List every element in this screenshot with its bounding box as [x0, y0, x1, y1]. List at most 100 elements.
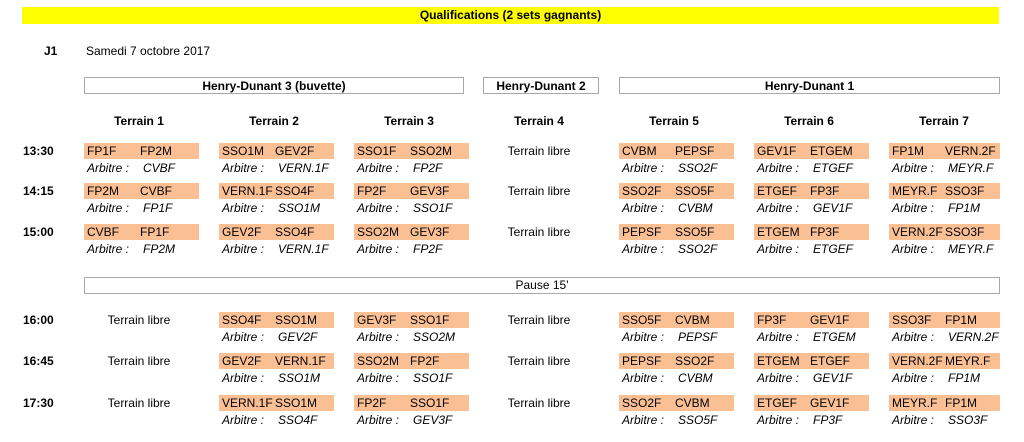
team-a: VERN.2F: [892, 354, 943, 368]
referee-team: VERN.1F: [278, 161, 329, 175]
team-b: SSO1F: [410, 313, 450, 327]
referee-label: Arbitre :: [222, 413, 265, 427]
match-teams: FP1M VERN.2F: [889, 143, 1000, 159]
team-b: FP1F: [140, 225, 170, 239]
referee-team: ETGEM: [813, 330, 856, 344]
team-b: GEV1F: [810, 396, 850, 410]
referee-team: SSO1F: [413, 201, 453, 215]
team-a: FP1F: [87, 144, 117, 158]
venue-henry-dunant-1: Henry-Dunant 1: [619, 77, 1000, 94]
match-teams: ETGEF FP3F: [754, 183, 869, 199]
free-court: Terrain libre: [107, 396, 171, 410]
team-b: FP2M: [140, 144, 173, 158]
referee-team: FP3F: [813, 413, 843, 427]
match-teams: PEPSF SSO5F: [619, 224, 734, 240]
match-teams: FP1F FP2M: [84, 143, 199, 159]
match-teams: GEV2F VERN.1F: [219, 353, 334, 369]
referee-label: Arbitre :: [87, 242, 130, 256]
time-label: 15:00: [23, 225, 54, 239]
referee-label: Arbitre :: [892, 242, 935, 256]
team-b: GEV1F: [810, 313, 850, 327]
team-b: PEPSF: [675, 144, 715, 158]
referee-label: Arbitre :: [357, 161, 400, 175]
team-b: GEV2F: [275, 144, 315, 158]
referee-team: GEV3F: [413, 413, 453, 427]
referee-label: Arbitre :: [357, 201, 400, 215]
team-b: ETGEM: [810, 144, 853, 158]
match-teams: SSO3F FP1M: [889, 312, 1000, 328]
team-a: PEPSF: [622, 225, 662, 239]
referee-label: Arbitre :: [757, 242, 800, 256]
team-b: FP1M: [945, 313, 978, 327]
team-a: MEYR.F: [892, 396, 938, 410]
team-a: VERN.1F: [222, 396, 273, 410]
venue-henry-dunant-3: Henry-Dunant 3 (buvette): [84, 77, 464, 94]
team-a: FP2M: [87, 184, 120, 198]
team-b: SSO1F: [410, 396, 450, 410]
match-teams: CVBF FP1F: [84, 224, 199, 240]
team-a: VERN.2F: [892, 225, 943, 239]
match-teams: MEYR.F FP1M: [889, 395, 1000, 411]
referee-label: Arbitre :: [87, 161, 130, 175]
referee-label: Arbitre :: [222, 201, 265, 215]
free-court: Terrain libre: [107, 354, 171, 368]
referee-team: PEPSF: [678, 330, 718, 344]
match-teams: SSO2F CVBM: [619, 395, 734, 411]
court-header-7: Terrain 7: [919, 114, 969, 128]
court-header-1: Terrain 1: [114, 114, 164, 128]
time-label: 17:30: [23, 396, 54, 410]
referee-team: GEV2F: [278, 330, 318, 344]
referee-label: Arbitre :: [892, 371, 935, 385]
match-teams: ETGEF GEV1F: [754, 395, 869, 411]
team-b: CVBF: [140, 184, 173, 198]
referee-team: FP1M: [948, 201, 981, 215]
referee-team: FP2M: [143, 242, 176, 256]
team-b: SSO3F: [945, 184, 985, 198]
free-court: Terrain libre: [107, 313, 171, 327]
referee-label: Arbitre :: [892, 330, 935, 344]
match-teams: SSO1F SSO2M: [354, 143, 469, 159]
referee-team: FP1F: [143, 201, 173, 215]
court-header-6: Terrain 6: [784, 114, 834, 128]
match-teams: FP3F GEV1F: [754, 312, 869, 328]
team-b: MEYR.F: [945, 354, 991, 368]
referee-label: Arbitre :: [622, 201, 665, 215]
team-a: ETGEM: [757, 354, 800, 368]
referee-label: Arbitre :: [357, 330, 400, 344]
team-a: MEYR.F: [892, 184, 938, 198]
team-a: PEPSF: [622, 354, 662, 368]
court-header-2: Terrain 2: [249, 114, 299, 128]
time-label: 14:15: [23, 184, 54, 198]
match-teams: GEV2F SSO4F: [219, 224, 334, 240]
schedule-date: Samedi 7 octobre 2017: [86, 44, 211, 58]
referee-label: Arbitre :: [222, 371, 265, 385]
match-teams: VERN.2F MEYR.F: [889, 353, 1000, 369]
free-court: Terrain libre: [507, 354, 571, 368]
team-b: SSO2M: [410, 144, 453, 158]
team-b: FP3F: [810, 184, 840, 198]
referee-team: SSO3F: [948, 413, 988, 427]
referee-label: Arbitre :: [892, 413, 935, 427]
team-a: SSO2M: [357, 225, 400, 239]
referee-label: Arbitre :: [222, 161, 265, 175]
referee-team: CVBM: [678, 371, 713, 385]
referee-label: Arbitre :: [622, 413, 665, 427]
referee-label: Arbitre :: [757, 201, 800, 215]
referee-team: SSO1M: [278, 371, 321, 385]
match-teams: VERN.1F SSO4F: [219, 183, 334, 199]
referee-label: Arbitre :: [622, 330, 665, 344]
match-teams: SSO1M GEV2F: [219, 143, 334, 159]
team-b: SSO5F: [675, 184, 715, 198]
court-header-5: Terrain 5: [649, 114, 699, 128]
match-teams: CVBM PEPSF: [619, 143, 734, 159]
referee-label: Arbitre :: [222, 330, 265, 344]
referee-team: CVBM: [678, 201, 713, 215]
referee-team: MEYR.F: [948, 242, 994, 256]
free-court: Terrain libre: [507, 184, 571, 198]
match-teams: VERN.2F SSO3F: [889, 224, 1000, 240]
team-a: SSO1F: [357, 144, 397, 158]
team-b: GEV3F: [410, 225, 450, 239]
referee-team: FP2F: [413, 242, 443, 256]
referee-team: ETGEF: [813, 242, 854, 256]
match-teams: FP2F SSO1F: [354, 395, 469, 411]
